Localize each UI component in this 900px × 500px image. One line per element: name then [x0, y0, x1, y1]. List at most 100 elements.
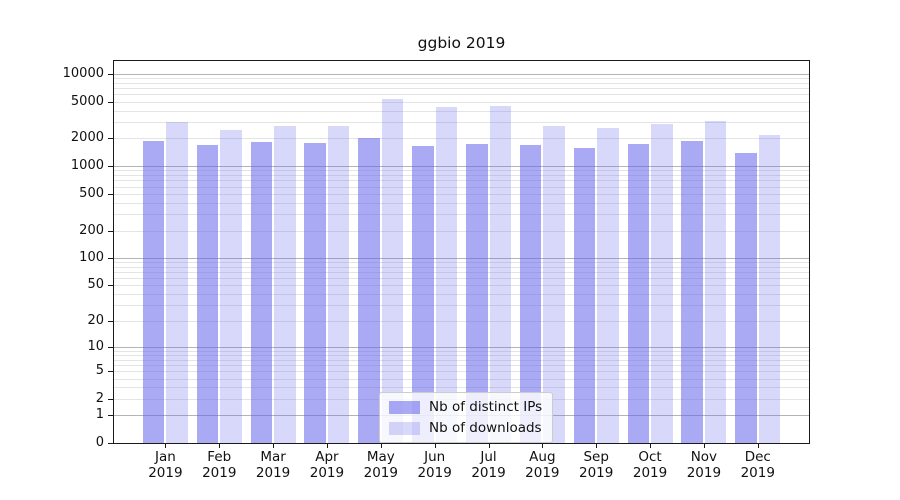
bar-downloads-jul: [489, 106, 511, 443]
x-tick-mark: [650, 444, 652, 448]
bar-distinct-ips-mar: [250, 142, 273, 443]
x-tick-month: Feb: [207, 449, 232, 465]
y-tick-mark: [108, 371, 113, 373]
legend-swatch-downloads: [389, 421, 420, 435]
gridline-major: [114, 346, 809, 348]
plot-area: [113, 60, 810, 444]
y-tick-label: 0: [95, 435, 104, 450]
gridline-minor: [114, 82, 809, 84]
gridline-minor: [114, 186, 809, 188]
x-tick-mark: [165, 444, 167, 448]
gridline-minor: [114, 266, 809, 268]
y-tick-mark: [108, 74, 113, 75]
gridline-minor: [114, 378, 809, 380]
x-tick-mark: [273, 444, 275, 448]
y-tick-label: 2000: [70, 130, 104, 146]
x-tick-label-aug: Aug 2019: [510, 449, 574, 481]
x-tick-mark: [326, 444, 328, 448]
bar-distinct-ips-aug: [519, 144, 542, 443]
bar-downloads-nov: [704, 120, 727, 443]
y-tick-label: 1: [95, 407, 104, 423]
y-tick-mark: [108, 166, 113, 168]
y-tick-label: 100: [79, 250, 104, 266]
x-tick-year: 2019: [148, 465, 183, 481]
x-tick-mark: [757, 444, 759, 448]
gridline-minor: [114, 387, 809, 389]
y-tick-label: 20: [87, 313, 104, 329]
y-tick-mark: [108, 398, 113, 400]
y-tick-label: 10000: [62, 66, 104, 81]
y-tick-mark: [108, 285, 113, 287]
gridline-minor: [114, 193, 809, 195]
bar-distinct-ips-jul: [466, 144, 488, 443]
bar-distinct-ips-feb: [196, 144, 219, 443]
bar-distinct-ips-sep: [573, 148, 596, 443]
y-tick-label: 200: [79, 222, 104, 238]
y-tick-label: 2: [95, 390, 104, 406]
x-tick-month: Aug: [529, 449, 556, 465]
legend-swatch-distinct-ips: [389, 400, 420, 414]
y-tick-label: 500: [79, 185, 104, 201]
gridline-minor: [114, 214, 809, 216]
bar-distinct-ips-nov: [681, 140, 703, 443]
gridline-minor: [114, 278, 809, 280]
x-tick-month: Oct: [638, 449, 662, 465]
gridline-minor: [114, 272, 809, 274]
gridline-minor: [114, 202, 809, 204]
gridline-minor: [114, 365, 809, 367]
x-tick-label-dec: Dec 2019: [726, 449, 790, 481]
y-tick-mark: [108, 415, 113, 417]
gridline-minor: [114, 285, 809, 287]
gridline-major: [114, 166, 809, 168]
bar-distinct-ips-jan: [142, 140, 165, 443]
x-tick-mark: [542, 444, 544, 448]
x-tick-year: 2019: [255, 465, 291, 481]
gridline-minor: [114, 305, 809, 307]
gridline-minor: [114, 94, 809, 96]
x-tick-label-feb: Feb 2019: [187, 449, 251, 481]
y-tick-mark: [108, 101, 113, 103]
bar-downloads-oct: [651, 123, 673, 443]
x-tick-label-oct: Oct 2019: [618, 449, 682, 481]
legend-label-distinct-ips: Nb of distinct IPs: [429, 399, 543, 415]
bar-distinct-ips-jun: [412, 146, 434, 443]
bar-downloads-mar: [274, 125, 296, 443]
y-tick-label: 1000: [70, 158, 104, 174]
gridline-minor: [114, 359, 809, 361]
gridline-minor: [114, 88, 809, 90]
bar-downloads-may: [381, 99, 404, 443]
x-tick-label-apr: Apr 2019: [295, 449, 359, 481]
y-tick-label: 10: [87, 338, 104, 354]
legend-row-1: Nb of downloads: [389, 419, 542, 437]
y-tick-label: 50: [87, 277, 104, 293]
x-tick-month: May: [366, 449, 395, 465]
gridline-minor: [114, 101, 809, 103]
gridline-minor: [114, 371, 809, 373]
y-tick-mark: [108, 321, 113, 323]
x-tick-mark: [596, 444, 598, 448]
gridline-minor: [114, 230, 809, 232]
x-tick-mark: [219, 444, 221, 448]
x-tick-mark: [488, 444, 490, 448]
gridline-minor: [114, 294, 809, 296]
bar-downloads-jan: [166, 122, 188, 443]
x-tick-year: 2019: [740, 465, 775, 481]
x-tick-year: 2019: [202, 465, 237, 481]
x-tick-month: Mar: [260, 449, 286, 465]
gridline-minor: [114, 175, 809, 177]
gridline-minor: [114, 170, 809, 172]
x-tick-label-jan: Jan 2019: [133, 449, 197, 481]
x-tick-label-jun: Jun 2019: [403, 449, 467, 481]
bar-distinct-ips-dec: [735, 153, 757, 443]
gridline-major: [114, 258, 809, 260]
x-tick-year: 2019: [632, 465, 668, 481]
gridline-minor: [114, 138, 809, 140]
x-tick-month: Dec: [744, 449, 771, 465]
y-tick-label: 5: [95, 363, 104, 379]
legend: Nb of distinct IPs Nb of downloads: [379, 392, 554, 443]
x-tick-mark: [703, 444, 705, 448]
x-tick-label-mar: Mar 2019: [241, 449, 305, 481]
bar-distinct-ips-apr: [304, 143, 326, 443]
x-tick-month: Jun: [424, 449, 446, 465]
bar-downloads-sep: [597, 128, 619, 443]
